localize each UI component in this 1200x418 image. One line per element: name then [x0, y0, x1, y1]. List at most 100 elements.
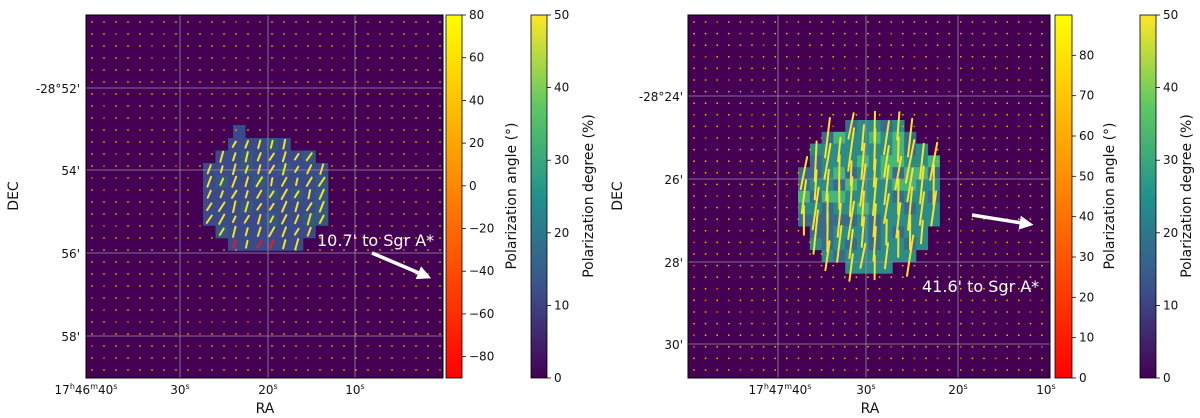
polarization-vector-dot [959, 44, 962, 47]
polarization-vector-dot [163, 333, 165, 335]
polarization-vector [824, 117, 831, 159]
polarization-vector-dot [704, 160, 707, 163]
polarization-vector-dot [199, 321, 201, 323]
polarization-vector-dot [211, 129, 213, 131]
polarization-vector-dot [785, 241, 788, 244]
polarization-vector-dot [199, 297, 201, 299]
polarization-vector-dot [103, 117, 105, 119]
polarization-vector-dot [797, 44, 800, 47]
polarization-vector-dot [936, 229, 939, 232]
polarization-vector-dot [983, 32, 985, 35]
colorbar-tick-label: 60 [1079, 129, 1094, 143]
polarization-vector-dot [415, 249, 417, 251]
polarization-vector-dot [855, 369, 858, 371]
polarization-vector-dot [797, 218, 800, 221]
polarization-vector-dot [983, 287, 985, 290]
colorbar-tick-label: 10 [1079, 331, 1094, 345]
polarization-vector-dot [925, 90, 927, 93]
polarization-vector [256, 152, 262, 162]
polarization-vector-dot [890, 79, 893, 81]
polarization-vector-dot [403, 273, 405, 275]
polarization-vector-dot [367, 129, 369, 131]
polarization-vector-dot [439, 273, 441, 275]
polarization-vector-dot [832, 55, 835, 58]
polarization-vector-dot [693, 102, 695, 105]
polarization-vector-dot [115, 309, 117, 311]
polarization-vector-dot [199, 357, 201, 359]
polarization-vector-dot [139, 321, 141, 323]
polarization-vector-dot [1017, 67, 1020, 70]
polarization-vector-dot [751, 369, 753, 371]
polarization-vector-dot [259, 321, 261, 323]
polarization-vector-dot [785, 195, 788, 197]
polarization-vector-dot [693, 125, 695, 128]
polarization-vector-dot [1017, 137, 1020, 139]
polarization-vector [859, 242, 867, 269]
polarization-vector-dot [403, 21, 405, 23]
polarization-vector-dot [307, 309, 309, 311]
polarization-vector-dot [367, 273, 369, 275]
polarization-vector-dot [983, 183, 985, 186]
polarization-vector-dot [103, 309, 105, 311]
panel-2-x-axis-label: RA [861, 401, 880, 417]
polarization-vector-dot [867, 334, 869, 337]
polarization-vector-dot [867, 113, 869, 116]
polarization-vector-dot [247, 309, 249, 311]
polarization-vector-dot [151, 321, 153, 323]
polarization-vector-dot [127, 81, 129, 83]
polarization-vector-dot [319, 285, 321, 287]
polarization-vector-dot [199, 237, 201, 239]
polarization-vector-dot [331, 345, 333, 347]
polarization-vector-dot [913, 90, 916, 93]
polarization-vector-dot [983, 79, 985, 81]
polarization-vector [206, 175, 213, 188]
polarization-degree-cell [833, 226, 846, 239]
polarization-vector-dot [1029, 264, 1032, 267]
polarization-vector-dot [247, 105, 249, 107]
polarization-vector-dot [379, 117, 381, 119]
polarization-vector-dot [739, 218, 742, 221]
polarization-vector-dot [139, 45, 141, 47]
polarization-vector-dot [843, 369, 846, 371]
polarization-vector-dot [1029, 206, 1032, 209]
polarization-vector-dot [890, 113, 893, 116]
polarization-vector-dot [1006, 55, 1009, 58]
polarization-vector [294, 214, 300, 225]
polarization-vector-dot [867, 102, 869, 105]
polarization-vector-dot [91, 81, 93, 83]
polarization-vector-dot [716, 345, 719, 348]
polarization-vector [232, 215, 237, 223]
polarization-vector-dot [331, 69, 333, 71]
polarization-vector-dot [971, 32, 974, 35]
polarization-vector-dot [832, 90, 835, 93]
polarization-vector-dot [187, 153, 189, 155]
polarization-vector-dot [319, 93, 321, 95]
polarization-vector-dot [151, 129, 153, 131]
polarization-vector-dot [878, 44, 881, 47]
polarization-vector-dot [1017, 357, 1020, 360]
polarization-vector [294, 153, 300, 161]
polarization-vector-dot [867, 55, 869, 58]
polarization-vector-dot [103, 57, 105, 59]
polarization-vector-dot [1017, 206, 1020, 209]
polarization-vector [907, 186, 914, 231]
polarization-vector-dot [151, 57, 153, 59]
polarization-vector-dot [762, 369, 765, 371]
panel-1-x-tick: 17h46m40s [55, 382, 118, 397]
polarization-vector-dot [948, 55, 951, 58]
polarization-vector-dot [211, 273, 213, 275]
polarization-vector-dot [283, 333, 285, 335]
polarization-vector-dot [797, 322, 800, 325]
polarization-vector-dot [211, 141, 213, 143]
polarization-vector [232, 200, 237, 214]
polarization-vector [847, 112, 855, 140]
polarization-vector [244, 164, 249, 174]
polarization-vector [281, 200, 288, 213]
polarization-vector-dot [295, 117, 297, 119]
polarization-vector-dot [379, 105, 381, 107]
polarization-vector-dot [427, 345, 429, 347]
polarization-vector-dot [127, 153, 129, 155]
panel-2-y-tick: 26' [664, 173, 683, 187]
polarization-vector-dot [103, 165, 105, 167]
polarization-vector-dot [403, 369, 405, 371]
